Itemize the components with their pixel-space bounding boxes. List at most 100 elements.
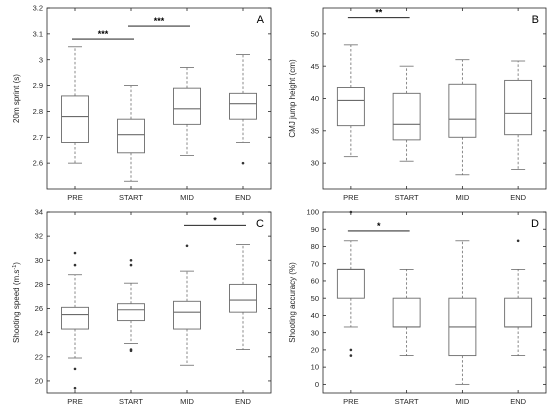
- box-c-mid: [173, 244, 201, 366]
- outlier-point: [129, 349, 133, 353]
- y-tick-label-a: 2.7: [33, 133, 43, 142]
- iqr-box: [336, 87, 365, 127]
- significance-label: ***: [98, 29, 109, 39]
- y-tick-label-b: 40: [311, 94, 319, 103]
- box-a-start: [117, 85, 145, 182]
- panel-letter-c: C: [256, 218, 264, 230]
- outlier-point: [516, 239, 520, 243]
- outlier-point: [129, 263, 133, 267]
- significance-d: *: [347, 221, 410, 232]
- x-tick-label-d: PRE: [343, 397, 358, 406]
- y-tick-label-b: 45: [311, 62, 319, 71]
- x-tick-label-d: MID: [456, 397, 470, 406]
- x-tick-label-b: END: [510, 193, 526, 202]
- y-tick-label-d: 0: [315, 380, 319, 389]
- x-tick-label-a: START: [119, 193, 143, 202]
- outlier-point: [73, 263, 77, 267]
- significance-label: *: [213, 215, 217, 225]
- box-d-end: [504, 239, 533, 356]
- x-tick-label-a: END: [235, 193, 251, 202]
- x-tick-label-c: END: [235, 397, 251, 406]
- outlier-point: [349, 348, 353, 352]
- iqr-box: [504, 297, 533, 328]
- y-tick-label-c: 26: [35, 304, 43, 313]
- outlier-point: [129, 258, 133, 262]
- significance-label: *: [377, 221, 381, 231]
- iqr-box: [117, 303, 145, 322]
- panel-a: 2.6 2.7 2.8 2.9 3 3.1 3.2 PRE START MID END 20m spr…: [12, 4, 272, 202]
- box-b-pre: [336, 44, 365, 158]
- y-tick-label-d: 80: [311, 242, 319, 251]
- iqr-box: [336, 268, 365, 299]
- y-tick-label-b: 30: [311, 159, 319, 168]
- box-c-start: [117, 258, 145, 353]
- y-tick-label-d: 90: [311, 225, 319, 234]
- panel-b: 30 35 40 45 50 PRE START MID END CMJ jump height …: [288, 7, 547, 202]
- y-axis-label-d: Shooting accuracy (%): [288, 262, 297, 343]
- x-tick-label-c: MID: [180, 397, 194, 406]
- significance-b: **: [347, 8, 410, 19]
- significance-label: ***: [154, 16, 165, 26]
- y-tick-label-d: 70: [311, 259, 319, 268]
- y-tick-label-c: 22: [35, 352, 43, 361]
- x-tick-label-b: PRE: [343, 193, 358, 202]
- y-tick-label-d: 20: [311, 346, 319, 355]
- y-tick-label-a: 3.2: [33, 4, 43, 13]
- box-d-start: [392, 269, 421, 356]
- y-tick-label-d: 50: [311, 294, 319, 303]
- x-tick-label-b: START: [395, 193, 419, 202]
- outlier-point: [73, 386, 77, 390]
- iqr-box: [173, 300, 201, 330]
- y-tick-label-d: 100: [306, 208, 319, 217]
- x-tick-label-a: MID: [180, 193, 194, 202]
- y-tick-label-b: 50: [311, 29, 319, 38]
- iqr-box: [392, 92, 421, 141]
- significance-a: ***: [72, 29, 134, 40]
- box-a-pre: [61, 46, 89, 164]
- y-axis-label-b: CMJ jump height (cm): [288, 59, 297, 138]
- panel-letter-a: A: [257, 14, 265, 26]
- outlier-point: [349, 354, 353, 357]
- iqr-box: [448, 83, 477, 138]
- y-tick-label-d: 30: [311, 328, 319, 337]
- box-a-end: [229, 54, 257, 165]
- box-b-start: [392, 65, 421, 162]
- outlier-point: [185, 244, 189, 248]
- x-tick-label-b: MID: [456, 193, 470, 202]
- iqr-box: [504, 79, 533, 136]
- significance-label: **: [375, 8, 383, 18]
- y-tick-label-c: 28: [35, 280, 43, 289]
- y-tick-label-d: 60: [311, 277, 319, 286]
- box-b-end: [504, 60, 533, 171]
- outlier-point: [73, 251, 77, 255]
- iqr-box: [392, 297, 421, 328]
- box-d-mid: [448, 240, 477, 385]
- outlier-point: [73, 367, 77, 371]
- outlier-point: [349, 210, 353, 214]
- box-c-end: [229, 244, 257, 350]
- y-tick-label-c: 30: [35, 256, 43, 265]
- iqr-box: [229, 283, 257, 313]
- y-tick-label-a: 2.6: [33, 159, 43, 168]
- iqr-box: [117, 118, 145, 154]
- box-b-mid: [448, 59, 477, 176]
- iqr-box: [61, 306, 89, 330]
- y-tick-label-d: 10: [311, 363, 319, 372]
- panel-c: 20 22 24 26 28 30 32 34 PRE START MID END Shooting s…: [12, 208, 272, 406]
- y-tick-label-a: 2.8: [33, 107, 43, 116]
- y-axis-label-a: 20m sprint (s): [12, 74, 21, 123]
- box-c-pre: [61, 251, 89, 390]
- axes-frame-c: [46, 211, 272, 394]
- y-tick-label-a: 2.9: [33, 81, 43, 90]
- outlier-point: [241, 161, 245, 165]
- y-tick-label-c: 24: [35, 328, 43, 337]
- y-tick-label-c: 32: [35, 232, 43, 241]
- y-axis-label-c: Shooting speed (m.s-1): [12, 262, 21, 343]
- significance-a: ***: [128, 16, 190, 27]
- iqr-box: [229, 92, 257, 120]
- box-a-mid: [173, 67, 201, 156]
- box-d-pre: [336, 210, 365, 357]
- y-tick-label-a: 3: [39, 55, 43, 64]
- axes-frame-a: [46, 7, 272, 190]
